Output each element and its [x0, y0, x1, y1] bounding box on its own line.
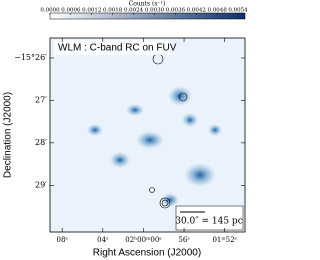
colorbar-tick-label: 0.0018 — [103, 8, 123, 14]
x-tick-label: 01ᵐ52ˢ — [212, 236, 237, 244]
chart: Counts (s⁻¹) WLM : C-band RC on FUV 30.0… — [3, 1, 249, 259]
colorbar-label: Counts (s⁻¹) — [129, 1, 166, 8]
x-tick-label: 56ˢ — [178, 236, 190, 244]
x-tick-label: 02ʰ00ᵐ00ˢ — [125, 236, 162, 244]
annotation: WLM : C-band RC on FUV — [58, 43, 177, 54]
colorbar — [49, 12, 246, 20]
image-blobs — [87, 86, 222, 207]
x-tick-label: 04ˢ — [97, 236, 109, 244]
scale-bar-label: 30.0″ = 145 pc — [175, 217, 243, 227]
y-tick-label: 27′ — [35, 95, 47, 104]
colorbar-tick-label: 0.0006 — [61, 8, 81, 14]
colorbar-tick-label: 0.0012 — [82, 8, 101, 14]
colorbar-tick-label: 0.0024 — [124, 8, 144, 14]
colorbar-tick-label: 0.0048 — [208, 8, 228, 14]
x-axis-label: Right Ascension (J2000) — [93, 248, 201, 259]
y-axis-label: Declination (J2000) — [3, 92, 14, 178]
y-tick-label: −15°26′ — [14, 53, 47, 62]
colorbar-tick-label: 0.0036 — [166, 8, 186, 14]
scale-bar-box — [175, 205, 244, 231]
colorbar-tick-label: 0.0030 — [145, 8, 165, 14]
x-tick-label: 08ˢ — [57, 236, 69, 244]
colorbar-tick-label: 0.0054 — [228, 8, 248, 14]
colorbar-tick-label: 0.0000 — [40, 8, 60, 14]
y-tick-label: 29′ — [35, 180, 47, 189]
contours — [149, 53, 188, 209]
annotation-box — [54, 40, 172, 55]
image-frame — [49, 37, 246, 233]
y-tick-label: 28′ — [35, 138, 47, 147]
colorbar-tick-label: 0.0042 — [187, 8, 206, 14]
